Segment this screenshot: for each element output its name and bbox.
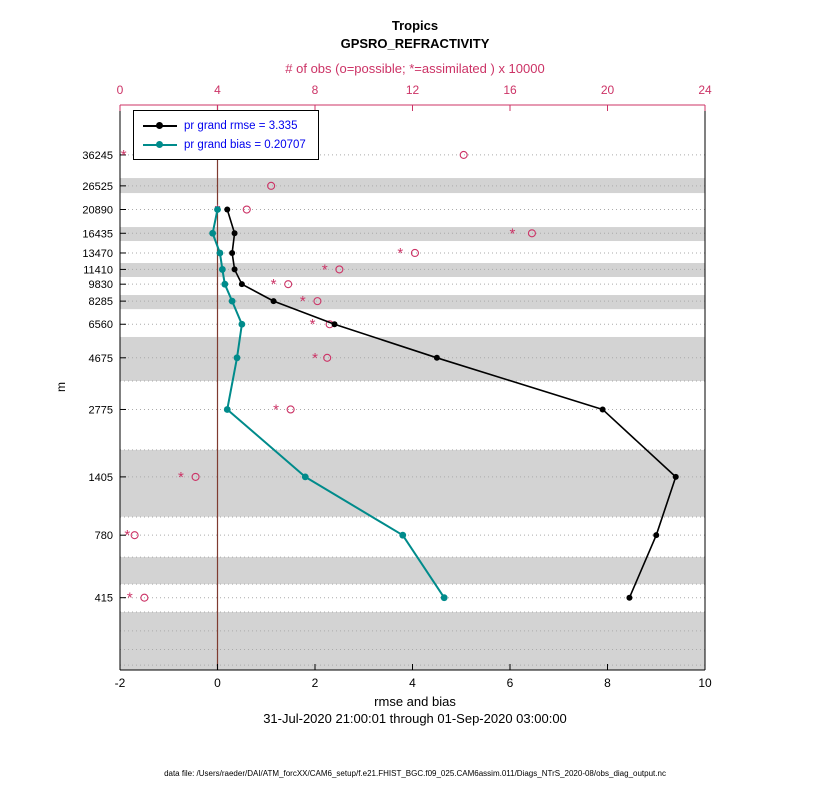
svg-text:8285: 8285 (89, 296, 113, 308)
svg-text:8: 8 (604, 676, 611, 690)
svg-text:*: * (121, 147, 127, 164)
legend-entry-bias: pr grand bias = 0.20707 (143, 135, 306, 154)
date-range: 31-Jul-2020 21:00:01 through 01-Sep-2020… (263, 711, 567, 726)
svg-text:*: * (178, 469, 184, 486)
x-axis-label: rmse and bias (374, 694, 456, 709)
svg-text:*: * (273, 401, 279, 418)
data-file-path: data file: /Users/raeder/DAI/ATM_forcXX/… (164, 769, 666, 778)
obs-axis-label: # of obs (o=possible; *=assimilated ) x … (285, 61, 545, 76)
legend-label-bias: pr grand bias = 0.20707 (184, 138, 306, 151)
svg-text:11410: 11410 (83, 264, 113, 276)
svg-text:12: 12 (406, 83, 420, 97)
svg-text:780: 780 (95, 530, 113, 542)
svg-text:0: 0 (214, 676, 221, 690)
y-axis-label: m (54, 382, 68, 392)
svg-text:26525: 26525 (82, 181, 113, 193)
svg-text:1405: 1405 (89, 472, 113, 484)
bias-line-sample-icon (143, 141, 177, 148)
svg-text:36245: 36245 (82, 150, 113, 162)
plot-title: Tropics (391, 18, 439, 33)
svg-text:20: 20 (601, 83, 615, 97)
svg-text:2775: 2775 (89, 404, 113, 416)
svg-text:4: 4 (409, 676, 416, 690)
svg-text:6: 6 (507, 676, 514, 690)
svg-text:10: 10 (698, 676, 712, 690)
svg-text:*: * (300, 293, 306, 310)
svg-text:-2: -2 (115, 676, 126, 690)
svg-text:*: * (127, 590, 133, 607)
svg-text:9830: 9830 (89, 279, 113, 291)
legend: pr grand rmse = 3.335 pr grand bias = 0.… (133, 110, 319, 160)
svg-text:*: * (124, 527, 130, 544)
svg-text:*: * (310, 316, 316, 333)
svg-text:*: * (397, 245, 403, 262)
svg-text:13470: 13470 (82, 248, 113, 260)
svg-text:24: 24 (698, 83, 712, 97)
svg-text:*: * (271, 276, 277, 293)
svg-text:415: 415 (95, 593, 113, 605)
svg-text:2: 2 (312, 676, 319, 690)
svg-text:*: * (322, 261, 328, 278)
svg-text:16435: 16435 (82, 228, 113, 240)
svg-text:4: 4 (214, 83, 221, 97)
legend-label-rmse: pr grand rmse = 3.335 (184, 119, 298, 132)
svg-text:4675: 4675 (89, 353, 113, 365)
rmse-line-sample-icon (143, 122, 177, 129)
svg-text:16: 16 (503, 83, 517, 97)
svg-text:6560: 6560 (89, 319, 113, 331)
svg-text:*: * (510, 225, 516, 242)
svg-text:0: 0 (117, 83, 124, 97)
svg-text:*: * (312, 350, 318, 367)
svg-text:8: 8 (312, 83, 319, 97)
legend-entry-rmse: pr grand rmse = 3.335 (143, 116, 306, 135)
plot-subtitle: GPSRO_REFRACTIVITY (340, 36, 490, 51)
svg-text:20890: 20890 (82, 205, 113, 217)
